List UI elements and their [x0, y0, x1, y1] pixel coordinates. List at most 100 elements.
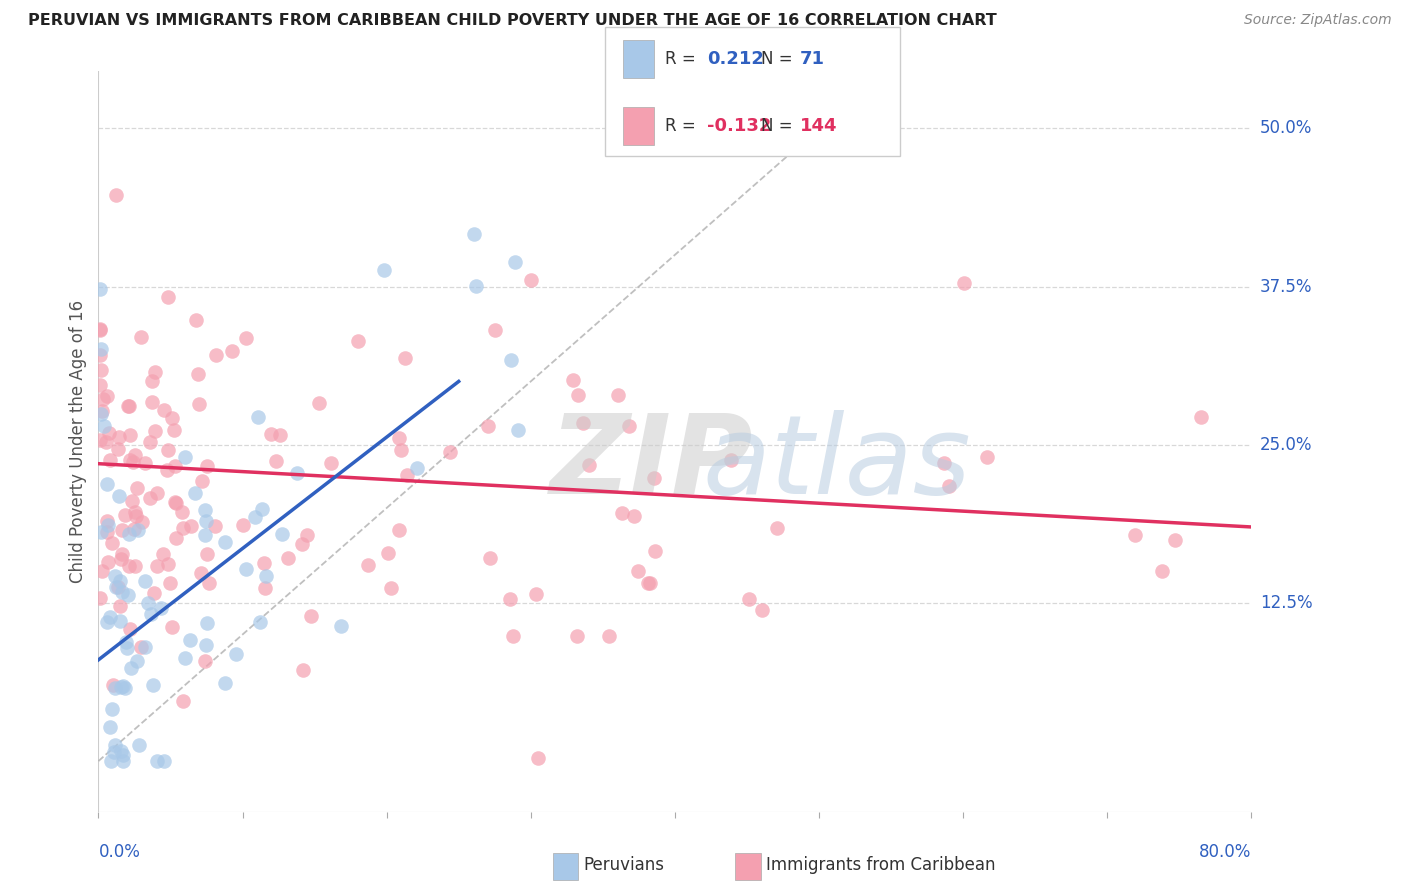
Point — [720, 453, 742, 467]
Point — [146, 486, 169, 500]
Point — [938, 479, 960, 493]
Point — [114, 508, 136, 522]
Point — [129, 640, 152, 654]
Point — [100, 754, 122, 768]
Point — [479, 551, 502, 566]
Point — [96, 514, 118, 528]
Point — [89, 323, 111, 337]
Point — [124, 559, 146, 574]
Point — [598, 629, 620, 643]
Point — [90, 525, 112, 540]
Point — [195, 458, 218, 473]
Text: R =: R = — [665, 50, 702, 68]
Point — [260, 426, 283, 441]
Point — [145, 559, 167, 574]
Point — [499, 591, 522, 606]
Point — [153, 754, 176, 768]
Point — [96, 389, 118, 403]
Point — [89, 433, 111, 447]
Point — [179, 632, 201, 647]
Point — [98, 720, 121, 734]
Point — [98, 610, 121, 624]
Point — [134, 456, 156, 470]
Point — [394, 351, 416, 365]
Point — [128, 739, 150, 753]
Point — [174, 450, 197, 465]
Point — [157, 558, 180, 572]
Point — [644, 544, 666, 558]
Point — [124, 448, 146, 462]
Point — [142, 586, 165, 600]
Point — [388, 431, 411, 445]
Point — [198, 576, 221, 591]
Point — [152, 548, 174, 562]
Point — [214, 535, 236, 549]
Point — [110, 681, 132, 695]
Point — [194, 503, 217, 517]
Point — [246, 409, 269, 424]
Point — [503, 254, 526, 268]
Point — [157, 290, 180, 304]
Point — [90, 343, 112, 357]
Point — [124, 509, 146, 524]
Point — [205, 348, 228, 362]
Point — [976, 450, 998, 464]
Point — [160, 411, 183, 425]
Point — [250, 502, 273, 516]
Point — [329, 618, 352, 632]
Point — [180, 519, 202, 533]
Text: Source: ZipAtlas.com: Source: ZipAtlas.com — [1244, 13, 1392, 28]
Point — [101, 702, 124, 716]
Point — [524, 587, 547, 601]
Point — [124, 505, 146, 519]
Point — [153, 403, 176, 417]
Point — [107, 580, 129, 594]
Point — [98, 453, 121, 467]
Point — [373, 263, 395, 277]
Point — [214, 676, 236, 690]
Point — [141, 375, 163, 389]
Text: 144: 144 — [800, 117, 838, 135]
Point — [232, 517, 254, 532]
Point — [124, 522, 146, 536]
Point — [111, 547, 134, 561]
Point — [94, 435, 117, 450]
Point — [254, 569, 277, 583]
Point — [108, 614, 131, 628]
Point — [110, 552, 132, 566]
Point — [463, 227, 485, 242]
Point — [118, 622, 141, 636]
Point — [115, 641, 138, 656]
Point — [110, 743, 132, 757]
Point — [253, 581, 276, 595]
Point — [567, 387, 589, 401]
Point — [389, 442, 412, 457]
Point — [285, 466, 308, 480]
Point — [932, 456, 955, 470]
Point — [520, 273, 543, 287]
Point — [578, 458, 600, 472]
Point — [90, 363, 112, 377]
Point — [143, 365, 166, 379]
Point — [184, 486, 207, 500]
Point — [89, 282, 111, 296]
Text: Immigrants from Caribbean: Immigrants from Caribbean — [766, 856, 995, 874]
Point — [96, 476, 118, 491]
Point — [190, 566, 212, 580]
Point — [159, 575, 181, 590]
Point — [165, 495, 187, 509]
Text: 0.212: 0.212 — [707, 50, 763, 68]
Point — [194, 654, 217, 668]
Point — [627, 564, 650, 578]
Point — [319, 456, 342, 470]
Point — [118, 559, 141, 574]
Point — [138, 491, 160, 505]
Text: R =: R = — [665, 117, 702, 135]
Point — [204, 518, 226, 533]
Point — [299, 608, 322, 623]
Point — [405, 461, 427, 475]
Point — [173, 651, 195, 665]
Point — [643, 471, 665, 485]
Point — [1152, 564, 1174, 578]
Point — [953, 276, 976, 290]
